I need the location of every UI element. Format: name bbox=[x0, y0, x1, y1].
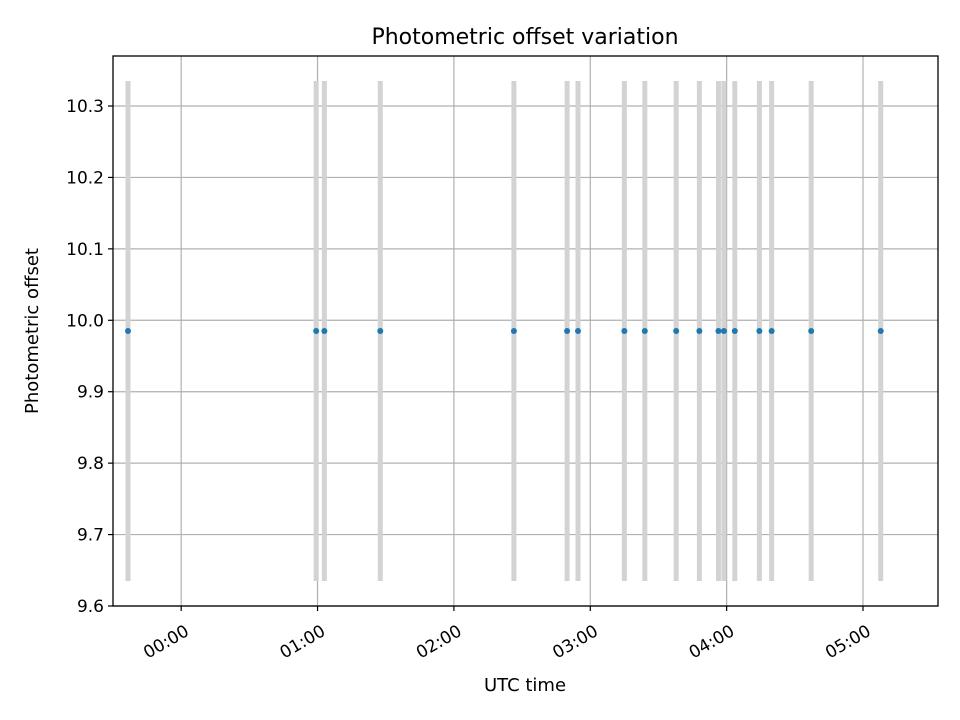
point-layer bbox=[125, 328, 884, 334]
data-point bbox=[808, 328, 815, 334]
data-point bbox=[715, 328, 722, 334]
x-axis-label: UTC time bbox=[484, 675, 566, 696]
y-tick-label: 9.7 bbox=[77, 526, 104, 546]
data-point bbox=[321, 328, 328, 334]
data-point bbox=[673, 328, 680, 334]
data-point bbox=[768, 328, 775, 334]
y-tick-label: 9.8 bbox=[77, 454, 104, 474]
chart-title: Photometric offset variation bbox=[371, 25, 678, 50]
y-tick-label: 9.9 bbox=[77, 383, 104, 403]
y-axis-label: Photometric offset bbox=[22, 248, 43, 414]
data-point bbox=[125, 328, 131, 334]
data-point bbox=[877, 328, 884, 334]
y-tick-label: 10.0 bbox=[66, 311, 104, 331]
y-tick-label: 9.6 bbox=[77, 597, 104, 617]
y-tick-label: 10.3 bbox=[66, 97, 104, 117]
data-point bbox=[696, 328, 703, 334]
data-point bbox=[720, 328, 727, 334]
data-point bbox=[510, 328, 517, 334]
y-tick-label: 10.1 bbox=[66, 240, 104, 260]
y-tick-label: 10.2 bbox=[66, 168, 104, 188]
data-point bbox=[731, 328, 738, 334]
data-point bbox=[564, 328, 571, 334]
plot-frame bbox=[112, 55, 939, 607]
data-point bbox=[641, 328, 648, 334]
data-point bbox=[621, 328, 628, 334]
data-point bbox=[313, 328, 320, 334]
data-point bbox=[377, 328, 384, 334]
data-point bbox=[756, 328, 763, 334]
data-point bbox=[575, 328, 581, 334]
